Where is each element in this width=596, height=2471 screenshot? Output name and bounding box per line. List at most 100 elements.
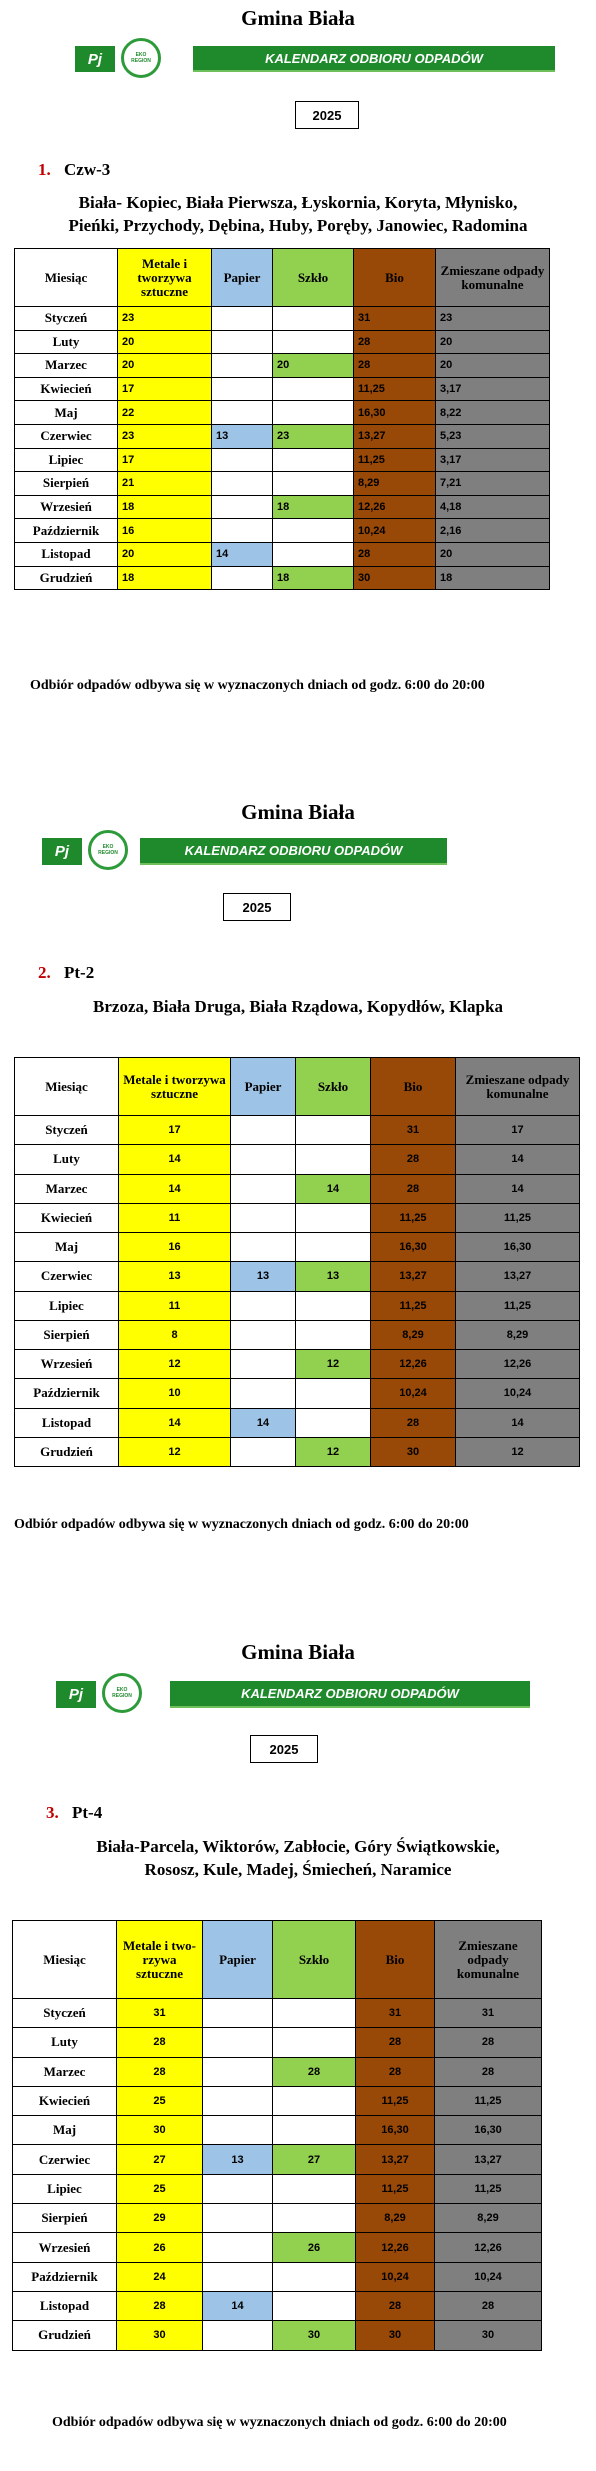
value-cell: 28 bbox=[116, 2056, 203, 2087]
value-cell bbox=[272, 306, 354, 331]
value-cell bbox=[272, 2203, 356, 2234]
month-cell: Czerwiec bbox=[14, 1261, 119, 1292]
value-cell bbox=[202, 2173, 273, 2205]
value-cell: 28 bbox=[355, 2056, 435, 2087]
value-cell bbox=[272, 2115, 356, 2146]
value-cell: 30 bbox=[355, 2320, 435, 2351]
value-cell bbox=[202, 2232, 273, 2263]
value-cell bbox=[272, 541, 354, 567]
value-cell: 11,25 bbox=[434, 2173, 542, 2205]
table-row: Styczeń 17 31 17 bbox=[14, 1114, 580, 1146]
value-cell bbox=[211, 376, 273, 402]
header-cell: Zmieszane odpady komunalne bbox=[435, 248, 550, 307]
banner: KALENDARZ ODBIORU ODPADÓW bbox=[170, 1681, 530, 1708]
value-cell: 13 bbox=[230, 1261, 296, 1292]
month-cell: Sierpień bbox=[12, 2203, 117, 2234]
logo-label: Pj bbox=[75, 46, 115, 72]
year: 2025 bbox=[223, 893, 291, 921]
logo: EKO REGION bbox=[121, 38, 161, 78]
month-cell: Lipiec bbox=[14, 1290, 119, 1321]
value-cell: 11,25 bbox=[434, 2085, 542, 2117]
value-cell bbox=[295, 1144, 371, 1175]
table-row: Maj 16 16,30 16,30 bbox=[14, 1231, 580, 1263]
month-cell: Listopad bbox=[14, 541, 118, 567]
month-cell: Marzec bbox=[12, 2056, 117, 2087]
value-cell: 28 bbox=[353, 353, 436, 378]
value-cell: 12 bbox=[118, 1436, 231, 1468]
value-cell: 20 bbox=[272, 353, 354, 378]
table-row: Marzec 14 14 28 14 bbox=[14, 1173, 580, 1204]
value-cell: 16,30 bbox=[370, 1231, 456, 1263]
value-cell: 27 bbox=[116, 2144, 203, 2175]
value-cell: 13,27 bbox=[434, 2144, 542, 2175]
value-cell: 11 bbox=[118, 1290, 231, 1321]
banner: KALENDARZ ODBIORU ODPADÓW bbox=[193, 46, 555, 72]
value-cell: 7,21 bbox=[435, 471, 550, 496]
value-cell bbox=[202, 2320, 273, 2351]
value-cell: 14 bbox=[455, 1144, 580, 1175]
month-cell: Październik bbox=[14, 518, 118, 543]
year: 2025 bbox=[250, 1735, 318, 1763]
month-cell: Lipiec bbox=[14, 447, 118, 473]
value-cell bbox=[202, 1997, 273, 2029]
value-cell: 11,25 bbox=[355, 2085, 435, 2117]
value-cell: 18 bbox=[272, 565, 354, 591]
table-row: Październik 10 10,24 10,24 bbox=[14, 1378, 580, 1409]
value-cell bbox=[211, 306, 273, 331]
header-cell: Metale i tworzywa sztuczne bbox=[118, 1057, 231, 1116]
value-cell bbox=[202, 2027, 273, 2058]
month-cell: Sierpień bbox=[14, 471, 118, 496]
value-cell: 8,29 bbox=[434, 2203, 542, 2234]
month-cell: Czerwiec bbox=[14, 423, 118, 449]
month-cell: Wrzesień bbox=[12, 2232, 117, 2263]
month-cell: Maj bbox=[12, 2115, 117, 2146]
value-cell: 11,25 bbox=[455, 1202, 580, 1234]
value-cell: 20 bbox=[117, 329, 212, 355]
table-row: Lipiec 11 11,25 11,25 bbox=[14, 1290, 580, 1321]
locations: Biała-Parcela, Wiktorów, Zabłocie, Góry … bbox=[96, 1837, 500, 1856]
value-cell: 20 bbox=[117, 541, 212, 567]
header-cell: Szkło bbox=[295, 1057, 371, 1116]
value-cell: 11,25 bbox=[353, 376, 436, 402]
value-cell: 28 bbox=[434, 2027, 542, 2058]
value-cell: 14 bbox=[118, 1173, 231, 1204]
title: Gmina Biała bbox=[241, 800, 355, 824]
table-row: Grudzień 18 18 30 18 bbox=[14, 565, 550, 591]
value-cell: 27 bbox=[272, 2144, 356, 2175]
value-cell: 13 bbox=[211, 423, 273, 449]
year: 2025 bbox=[295, 101, 359, 129]
value-cell: 11,25 bbox=[370, 1290, 456, 1321]
month-cell: Styczeń bbox=[12, 1997, 117, 2029]
table-row: Listopad 20 14 28 20 bbox=[14, 541, 550, 567]
month-cell: Maj bbox=[14, 1231, 119, 1263]
value-cell: 29 bbox=[116, 2203, 203, 2234]
value-cell: 8,29 bbox=[355, 2203, 435, 2234]
value-cell: 31 bbox=[353, 306, 436, 331]
value-cell: 28 bbox=[370, 1407, 456, 1438]
value-cell: 30 bbox=[116, 2115, 203, 2146]
value-cell: 28 bbox=[272, 2056, 356, 2087]
month-cell: Styczeń bbox=[14, 306, 118, 331]
month-cell: Kwiecień bbox=[14, 376, 118, 402]
logo-text: EKO REGION bbox=[131, 52, 151, 64]
value-cell: 18 bbox=[117, 565, 212, 591]
value-cell: 12 bbox=[118, 1348, 231, 1380]
value-cell: 10,24 bbox=[434, 2261, 542, 2292]
value-cell: 12 bbox=[455, 1436, 580, 1468]
value-cell: 23 bbox=[117, 306, 212, 331]
value-cell: 26 bbox=[116, 2232, 203, 2263]
value-cell: 8 bbox=[118, 1319, 231, 1351]
value-cell bbox=[202, 2261, 273, 2292]
value-cell: 28 bbox=[370, 1173, 456, 1204]
value-cell: 10,24 bbox=[355, 2261, 435, 2292]
value-cell: 20 bbox=[435, 541, 550, 567]
schedule-table: Miesiąc Metale i tworzywa sztuczne Papier S… bbox=[14, 248, 550, 591]
table-row: Marzec 20 20 28 20 bbox=[14, 353, 550, 378]
logo-label: Pj bbox=[56, 1681, 96, 1708]
table-row: Maj 22 16,30 8,22 bbox=[14, 400, 550, 425]
value-cell: 12,26 bbox=[370, 1348, 456, 1380]
header-cell: Bio bbox=[355, 1920, 435, 1999]
value-cell bbox=[230, 1231, 296, 1263]
header-cell: Miesiąc bbox=[14, 1057, 119, 1116]
value-cell bbox=[295, 1407, 371, 1438]
